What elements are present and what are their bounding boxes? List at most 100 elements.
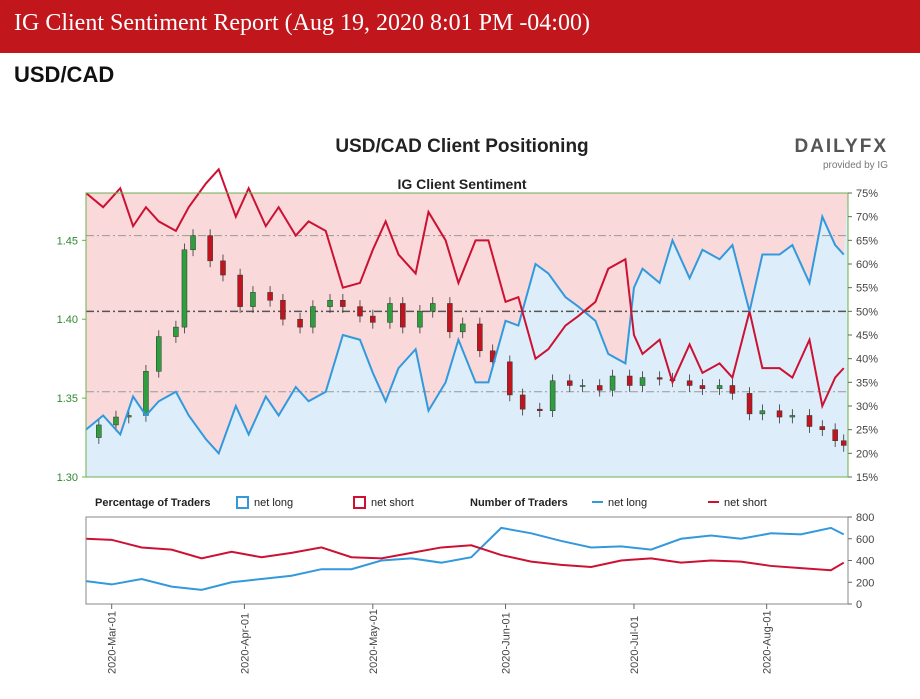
pct-tick-label: 30% <box>856 401 878 413</box>
client-positioning-chart: USD/CAD Client Positioning IG Client Sen… <box>57 136 889 674</box>
pct-tick-label: 60% <box>856 259 878 271</box>
price-candle-2020-06-02 <box>507 361 513 396</box>
price-candle-2020-06-23 <box>596 385 603 391</box>
price-candle-2020-03-20 <box>190 235 196 251</box>
price-tick-label: 1.40 <box>57 314 78 326</box>
legend-net-long-label: net long <box>254 497 293 509</box>
legend-net-short-label: net short <box>371 497 414 509</box>
price-candle-2020-07-07 <box>656 377 663 380</box>
price-candle-2020-06-19 <box>579 385 586 387</box>
price-candle-2020-05-08 <box>400 303 406 328</box>
legend: Percentage of Traders net long net short… <box>95 496 767 509</box>
net-short-pct-line <box>85 167 845 410</box>
price-tick-label: 1.35 <box>57 393 78 405</box>
pct-tick-label: 75% <box>856 188 878 200</box>
pct-tick-label: 65% <box>856 235 878 247</box>
price-candle-2020-05-19 <box>447 303 453 333</box>
x-tick-label: 2020-Aug-01 <box>762 610 774 674</box>
traders-tick-label: 400 <box>856 556 874 568</box>
price-candle-2020-04-24 <box>340 300 346 307</box>
price-candle-2020-08-14 <box>819 426 826 430</box>
price-candle-2020-07-28 <box>746 393 753 415</box>
price-candle-2020-04-07 <box>267 292 273 301</box>
pct-tick-label: 55% <box>856 283 878 295</box>
price-candle-2020-07-21 <box>716 385 723 389</box>
pct-tick-label: 20% <box>856 448 878 460</box>
legend-pct-title: Percentage of Traders <box>95 497 211 509</box>
price-candle-2020-08-04 <box>776 410 783 418</box>
legend-net-long-swatch <box>236 496 249 509</box>
price-candle-2020-03-09 <box>143 371 149 416</box>
price-candle-2020-04-17 <box>310 306 316 328</box>
dailyfx-logo-text: DAILYFX <box>794 136 888 157</box>
price-candle-2020-04-21 <box>327 300 333 307</box>
price-candle-2020-08-17 <box>832 429 838 441</box>
report-banner: IG Client Sentiment Report (Aug 19, 2020… <box>0 0 920 53</box>
chart-subtitle: IG Client Sentiment <box>397 176 526 192</box>
pct-tick-label: 35% <box>856 377 878 389</box>
main-panel: 1.30 1.35 1.40 1.45 15% 20% 25% 30% 35% 40% 45% 50%… <box>57 167 878 484</box>
pct-tick-label: 45% <box>856 330 878 342</box>
traders-tick-label: 200 <box>856 577 874 589</box>
pct-tick-label: 50% <box>856 306 878 318</box>
x-axis: 2020-Mar-01 2020-Apr-01 2020-May-01 2020-Ju… <box>107 604 774 674</box>
traders-tick-label: 600 <box>856 534 874 546</box>
price-candle-2020-05-15 <box>430 303 436 312</box>
price-candle-2020-03-12 <box>156 336 162 372</box>
price-candle-2020-03-31 <box>237 274 243 307</box>
price-candle-2020-04-03 <box>250 292 256 307</box>
legend-num-long-label: net long <box>608 497 647 509</box>
price-candle-2020-06-12 <box>549 380 556 411</box>
dailyfx-logo: DAILYFX provided by IG <box>794 136 888 171</box>
price-candle-2020-06-26 <box>609 375 616 391</box>
price-candle-2020-06-09 <box>537 408 543 411</box>
pct-tick-label: 25% <box>856 425 878 437</box>
pct-tick-label: 40% <box>856 354 878 366</box>
dailyfx-logo-subtext: provided by IG <box>823 160 888 171</box>
price-candle-2020-06-05 <box>519 394 526 410</box>
net-long-pct-line <box>85 213 845 456</box>
price-candle-2020-06-16 <box>566 380 573 386</box>
price-candle-2020-04-28 <box>357 306 363 317</box>
traders-short-line <box>85 537 845 572</box>
chart-title: USD/CAD Client Positioning <box>335 136 588 157</box>
price-candle-2020-07-31 <box>759 410 766 415</box>
price-candle-2020-04-10 <box>280 300 286 320</box>
price-candle-2020-03-24 <box>207 235 213 262</box>
price-candle-2020-05-05 <box>387 303 393 323</box>
price-candle-2020-04-14 <box>297 318 303 328</box>
price-candle-2020-07-17 <box>699 385 706 389</box>
currency-pair-heading: USD/CAD <box>14 62 115 87</box>
report-title: IG Client Sentiment Report (Aug 19, 2020… <box>14 10 590 36</box>
price-tick-label: 1.45 <box>57 235 78 247</box>
price-candle-2020-06-30 <box>626 375 633 386</box>
traders-long-line <box>85 526 845 591</box>
traders-tick-label: 0 <box>856 599 862 611</box>
price-tick-label: 1.30 <box>57 472 78 484</box>
price-candle-2020-03-16 <box>173 326 179 337</box>
legend-num-title: Number of Traders <box>470 497 568 509</box>
pct-tick-label: 70% <box>856 212 878 224</box>
traders-panel: 0 200 400 600 800 <box>85 512 874 611</box>
price-candle-2020-03-02 <box>113 416 119 426</box>
price-candle-2020-05-22 <box>459 323 466 333</box>
short-zone-background <box>86 193 848 454</box>
price-candle-2020-08-07 <box>789 415 796 418</box>
x-tick-label: 2020-Jun-01 <box>501 612 513 674</box>
traders-tick-label: 800 <box>856 512 874 524</box>
x-tick-label: 2020-Apr-01 <box>239 613 251 674</box>
price-candle-2020-03-18 <box>181 249 188 328</box>
price-candle-2020-02-27 <box>96 424 102 438</box>
price-candle-2020-07-14 <box>686 380 693 386</box>
price-candle-2020-08-11 <box>806 415 813 427</box>
price-candle-2020-07-24 <box>729 385 736 394</box>
legend-net-short-swatch <box>353 496 366 509</box>
price-candles <box>96 229 847 452</box>
price-candle-2020-05-01 <box>370 315 376 323</box>
price-candle-2020-03-27 <box>220 260 226 276</box>
legend-num-short-label: net short <box>724 497 767 509</box>
price-candle-2020-08-19 <box>840 440 847 446</box>
x-tick-label: 2020-Mar-01 <box>107 611 119 674</box>
price-candle-2020-07-03 <box>639 377 646 386</box>
pct-tick-label: 15% <box>856 472 878 484</box>
